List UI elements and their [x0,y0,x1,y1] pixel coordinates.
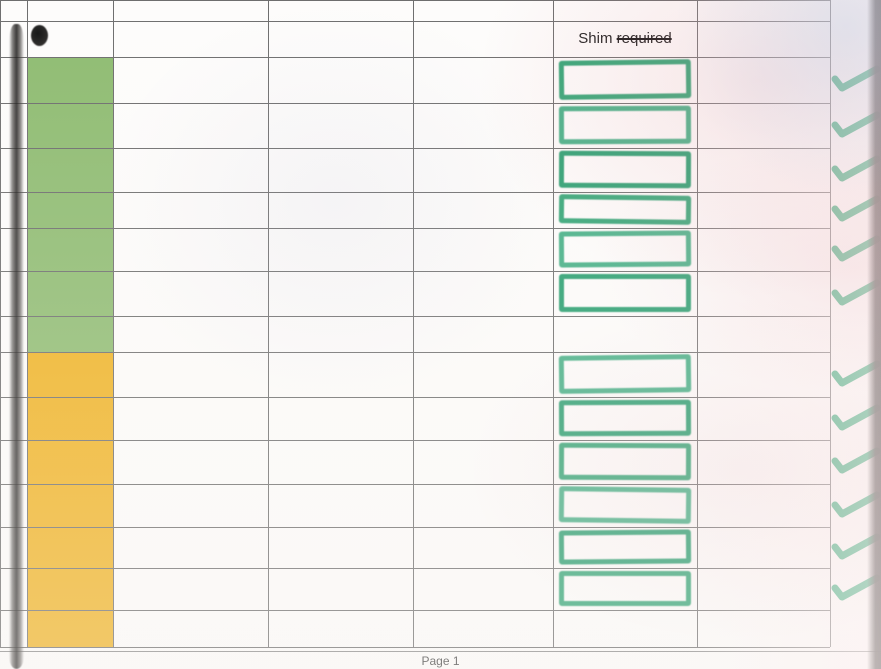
marker-box-9 [558,442,692,481]
grid-hline-14 [0,568,830,569]
grid-vline-0 [0,0,1,647]
green-check-2 [831,155,881,182]
grid-hline-13 [0,527,830,528]
grid-hline-16 [0,647,830,648]
grid-vline-3 [268,0,269,647]
grid-hline-4 [0,148,830,149]
grid-vline-7 [830,0,831,647]
green-check-10 [831,491,881,518]
marker-box-4 [558,230,692,268]
grid-hline-top [0,0,830,1]
marker-box-2 [558,150,692,189]
grid-hline-5 [0,192,830,193]
marker-box-10 [558,486,692,524]
marker-box-0 [558,59,692,100]
grid-hline-8 [0,316,830,317]
marker-box-8 [558,399,692,437]
green-check-12 [831,574,881,601]
grid-hline-2 [0,57,830,58]
green-check-8 [831,404,881,431]
grid-vline-4 [413,0,414,647]
marker-box-3 [558,194,692,225]
grid-hline-11 [0,440,830,441]
grid-hline-10 [0,397,830,398]
marker-box-11 [558,529,692,565]
grid-vline-2 [113,0,114,647]
green-check-7 [831,360,881,387]
grid-hline-6 [0,228,830,229]
green-check-11 [831,533,881,560]
marker-box-12 [559,571,691,606]
green-check-9 [831,447,881,474]
grid-hline-7 [0,271,830,272]
footer-divider [0,651,881,652]
marker-box-1 [558,105,692,145]
grid-hline-9 [0,352,830,353]
green-check-4 [831,235,881,262]
grid-hline-3 [0,103,830,104]
grid-hline-12 [0,484,830,485]
grid-vline-6 [697,0,698,647]
page-footer: Page 1 [421,654,460,668]
green-check-0 [831,65,881,92]
marker-box-5 [559,274,691,312]
grid-vline-5 [553,0,554,647]
green-check-3 [831,195,881,222]
grid-hline-15 [0,610,830,611]
green-check-1 [831,111,881,138]
grid-vline-1 [27,0,28,647]
marker-box-7 [558,354,692,394]
green-check-5 [831,279,881,306]
grid-hline-1 [0,21,830,22]
